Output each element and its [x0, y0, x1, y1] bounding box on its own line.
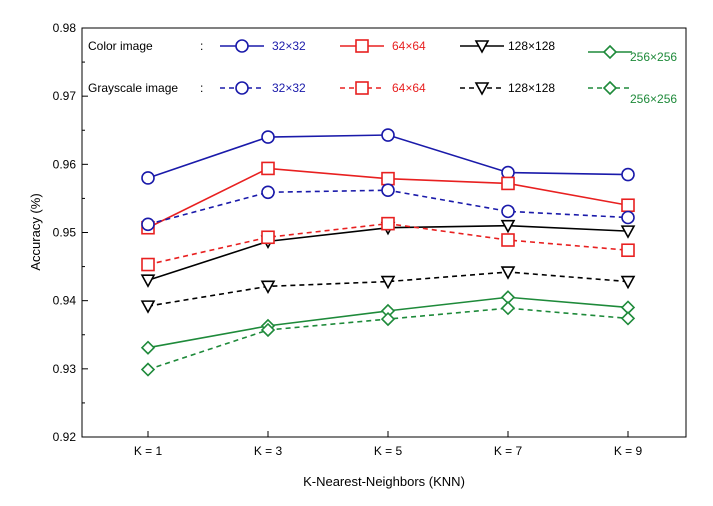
data-point [500, 219, 516, 234]
data-point [620, 225, 636, 239]
y-tick-label: 0.98 [53, 21, 77, 35]
legend-entry-label: 256×256 [630, 92, 677, 106]
data-point [381, 183, 395, 198]
data-point [141, 257, 155, 272]
data-point [621, 210, 635, 225]
legend-entry-label: 32×32 [272, 39, 306, 53]
legend-entry-label: 64×64 [392, 81, 426, 95]
data-point [620, 311, 636, 326]
data-point [500, 301, 516, 316]
data-point [141, 217, 155, 232]
series-color-64x64 [141, 161, 635, 235]
data-point [621, 243, 635, 258]
legend-marker [602, 44, 618, 60]
y-tick-label: 0.92 [53, 430, 77, 444]
legend-group-label: Color image [88, 39, 153, 53]
series-grayscale-256x256 [140, 301, 636, 377]
data-point [261, 185, 275, 200]
x-tick-label: K = 7 [494, 444, 523, 458]
data-point [500, 266, 516, 280]
data-point [141, 171, 155, 185]
legend-marker [355, 81, 369, 95]
x-axis-label: K-Nearest-Neighbors (KNN) [303, 474, 465, 489]
data-point [261, 230, 275, 245]
data-point [621, 167, 635, 182]
series-layer [140, 128, 636, 377]
legend-entry-label: 64×64 [392, 39, 426, 53]
data-point [621, 198, 635, 213]
legend-marker [235, 81, 249, 95]
legend-entry-label: 128×128 [508, 81, 555, 95]
y-tick-label: 0.97 [53, 89, 77, 103]
y-tick-label: 0.94 [53, 294, 77, 308]
x-tick-label: K = 5 [374, 444, 403, 458]
data-point [501, 233, 515, 247]
x-tick-label: K = 1 [134, 444, 163, 458]
y-tick-label: 0.96 [53, 157, 77, 171]
y-tick-label: 0.95 [53, 226, 77, 240]
data-point [620, 275, 636, 290]
data-point [380, 311, 396, 327]
y-tick-label: 0.93 [53, 362, 77, 376]
data-point [140, 340, 156, 355]
legend-separator: : [200, 39, 203, 53]
series-grayscale-32x32 [141, 183, 635, 232]
data-point [140, 300, 156, 314]
legend-marker [602, 80, 618, 96]
data-point [381, 128, 395, 142]
legend: Color image: Grayscale image: 32×32 64×64 12… [88, 39, 677, 106]
legend-entry-label: 32×32 [272, 81, 306, 95]
data-point [501, 204, 515, 219]
series-grayscale-64x64 [141, 216, 635, 272]
data-point [381, 171, 395, 186]
data-point [380, 275, 396, 290]
data-point [501, 176, 515, 191]
data-point [260, 322, 276, 338]
legend-entry-label: 128×128 [508, 39, 555, 53]
series-line [147, 271, 629, 307]
series-grayscale-128x128 [140, 266, 636, 314]
data-point [140, 362, 156, 377]
data-point [140, 274, 156, 288]
y-axis-label: Accuracy (%) [28, 193, 43, 270]
legend-group-label: Grayscale image [88, 81, 178, 95]
data-point [381, 216, 395, 231]
legend-marker [474, 82, 490, 96]
data-point [261, 130, 275, 144]
data-point [261, 161, 275, 176]
legend-entry-label: 256×256 [630, 50, 677, 64]
legend-marker [474, 40, 490, 54]
data-point [260, 280, 276, 295]
legend-marker [355, 39, 369, 53]
legend-marker [235, 39, 249, 53]
legend-separator: : [200, 81, 203, 95]
x-tick-label: K = 3 [254, 444, 283, 458]
series-color-32x32 [141, 128, 635, 185]
axes: 0.92 0.93 0.94 0.95 0.96 0.97 0.98 K = 1 K = 3 K … [53, 21, 687, 458]
x-tick-label: K = 9 [614, 444, 643, 458]
